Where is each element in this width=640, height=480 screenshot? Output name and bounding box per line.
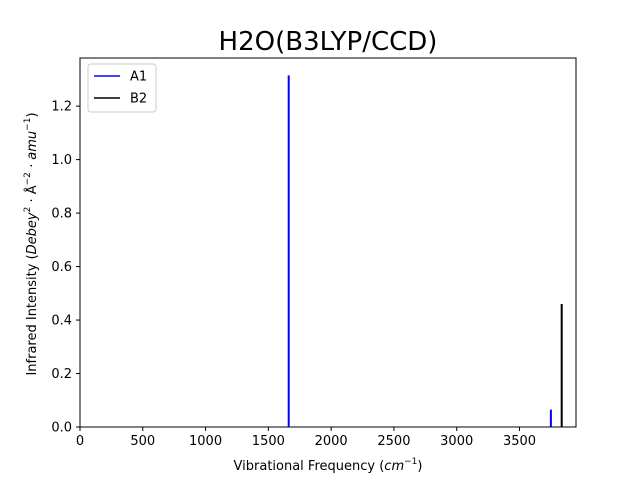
legend-label-b2: B2 <box>130 92 147 107</box>
y-axis-label-main: Infrared Intensity ( <box>25 254 40 375</box>
y-axis-label-close: ) <box>25 112 40 117</box>
x-axis-label-main: Vibrational Frequency ( <box>234 459 385 474</box>
x-axis-ticks: 0 500 1000 1500 2000 2500 3000 3500 <box>76 427 536 449</box>
x-axis-label-exponent: −1 <box>404 457 417 467</box>
x-tick-label: 2000 <box>315 434 348 449</box>
y-tick-label: 0.2 <box>51 367 72 382</box>
x-axis-label: Vibrational Frequency (cm−1) <box>234 457 423 474</box>
plot-area <box>79 57 577 428</box>
y-tick-label: 0.6 <box>51 260 72 275</box>
x-tick-label: 0 <box>76 434 84 449</box>
y-axis-label-exp2: −2 <box>23 172 33 185</box>
y-tick-label: 0.8 <box>51 207 72 222</box>
y-tick-label: 0.4 <box>51 314 72 329</box>
x-tick-label: 3000 <box>440 434 473 449</box>
x-tick-label: 2500 <box>377 434 410 449</box>
legend: A1 B2 <box>87 63 157 113</box>
y-axis-label-mid2: · amu <box>25 131 40 172</box>
x-tick-label: 1000 <box>189 434 222 449</box>
x-tick-label: 1500 <box>252 434 285 449</box>
y-axis-label: Infrared Intensity (Debey2 · Å−2 · amu−1… <box>23 112 40 375</box>
legend-label-a1: A1 <box>130 70 147 85</box>
y-axis-label-exp3: −1 <box>23 118 33 131</box>
y-tick-label: 0.0 <box>51 421 72 436</box>
plot-frame <box>79 57 577 428</box>
x-tick-label: 500 <box>130 434 155 449</box>
y-axis-label-exp1: 2 <box>23 207 33 213</box>
y-tick-label: 1.0 <box>51 153 72 168</box>
y-tick-label: 1.2 <box>51 100 72 115</box>
x-axis-label-unit: cm <box>384 459 404 474</box>
y-axis-label-mid: · Å <box>24 185 40 206</box>
y-axis-ticks: 0.0 0.2 0.4 0.6 0.8 1.0 1.2 <box>51 100 80 436</box>
chart-title: H2O(B3LYP/CCD) <box>219 27 438 57</box>
y-axis-label-unit1: Debey <box>25 212 40 254</box>
x-axis-label-close: ) <box>417 459 422 474</box>
x-tick-label: 3500 <box>503 434 536 449</box>
